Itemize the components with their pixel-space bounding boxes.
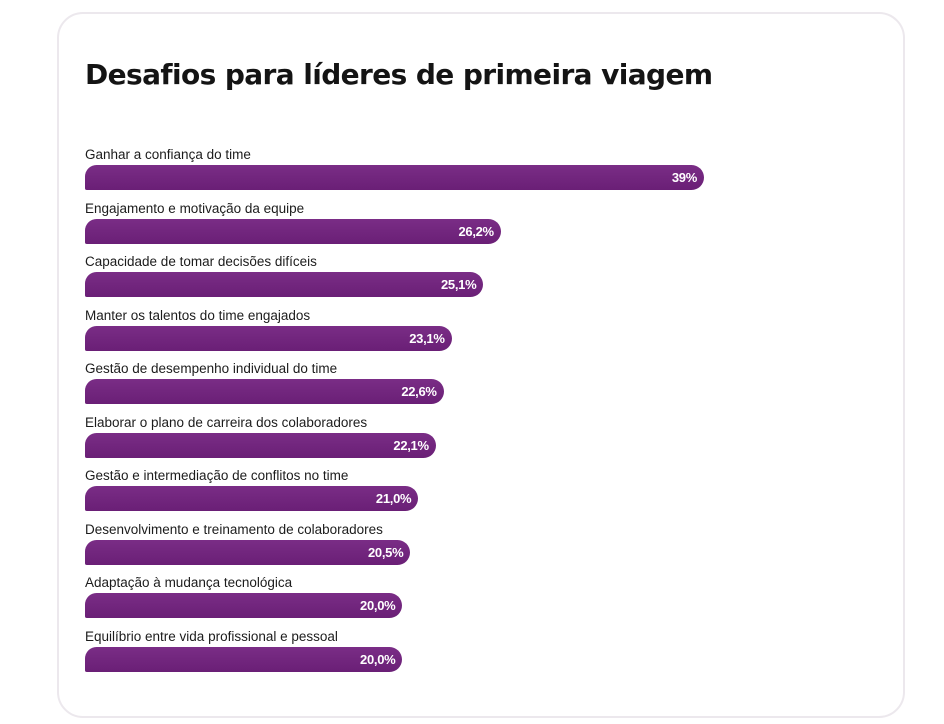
bar: 25,1% [85,272,484,297]
bar-row: Adaptação à mudança tecnológica 20,0% [85,574,845,628]
bar: 22,6% [85,379,444,404]
bar-chart: Ganhar a confiança do time 39% Engajamento… [85,146,845,681]
bar-row: Manter os talentos do time engajados 23,1… [85,307,845,361]
bar: 39% [85,165,704,190]
bar-row: Ganhar a confiança do time 39% [85,146,845,200]
bar: 20,0% [85,646,403,672]
value-label: 26,2% [458,223,494,239]
bar-row: Gestão e intermediação de conflitos no t… [85,467,845,521]
category-label: Capacidade de tomar decisões difíceis [85,254,317,269]
value-label: 20,0% [360,651,396,667]
bar: 22,1% [85,432,436,458]
category-label: Elaborar o plano de carreira dos colabor… [85,414,368,430]
bar-row: Equilíbrio entre vida profissional e pes… [85,628,845,682]
value-label: 25,1% [441,277,477,292]
category-label: Engajamento e motivação da equipe [85,200,305,216]
category-label: Gestão de desempenho individual do time [85,361,338,376]
bar-row: Capacidade de tomar decisões difíceis 25,… [85,253,845,307]
category-label: Gestão e intermediação de conflitos no t… [85,468,349,483]
bar: 21,0% [85,486,419,511]
value-label: 21,0% [375,491,412,506]
value-label: 22,6% [401,384,437,399]
category-label: Desenvolvimento e treinamento de colabor… [85,521,383,537]
chart-title: Desafios para líderes de primeira viagem [85,58,713,91]
category-label: Equilíbrio entre vida profissional e pes… [85,628,338,644]
bar: 20,5% [85,539,411,565]
category-label: Ganhar a confiança do time [85,147,251,162]
bar: 26,2% [85,218,501,244]
value-label: 22,1% [393,437,429,453]
bar: 20,0% [85,593,403,618]
bar-row: Desenvolvimento e treinamento de colabor… [85,521,845,575]
category-label: Manter os talentos do time engajados [85,307,311,323]
value-label: 23,1% [409,330,445,346]
category-label: Adaptação à mudança tecnológica [85,575,293,590]
bar-row: Gestão de desempenho individual do time 2… [85,360,845,414]
bar-row: Elaborar o plano de carreira dos colabor… [85,414,845,468]
value-label: 20,0% [360,598,396,613]
bar-row: Engajamento e motivação da equipe 26,2% [85,200,845,254]
bar: 23,1% [85,325,452,351]
value-label: 20,5% [367,544,404,560]
value-label: 39% [671,170,697,185]
